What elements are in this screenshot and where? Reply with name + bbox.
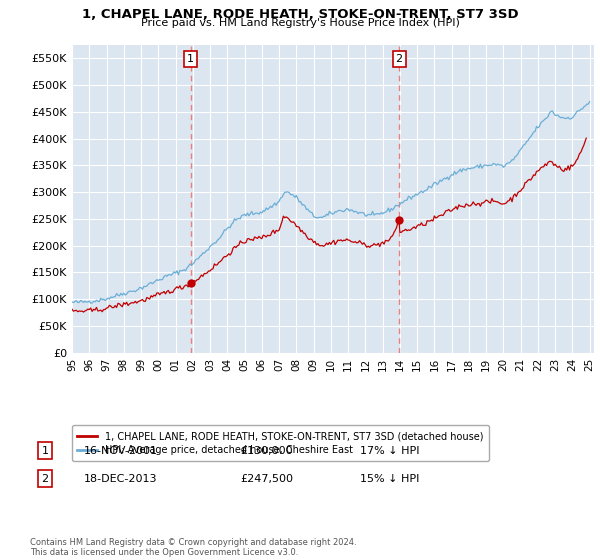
Text: 16-NOV-2001: 16-NOV-2001 [84,446,158,456]
Text: 17% ↓ HPI: 17% ↓ HPI [360,446,419,456]
Text: 2: 2 [41,474,49,484]
Text: 1, CHAPEL LANE, RODE HEATH, STOKE-ON-TRENT, ST7 3SD: 1, CHAPEL LANE, RODE HEATH, STOKE-ON-TRE… [82,8,518,21]
Text: £130,000: £130,000 [240,446,293,456]
Text: 2: 2 [395,54,403,64]
Legend: 1, CHAPEL LANE, RODE HEATH, STOKE-ON-TRENT, ST7 3SD (detached house), HPI: Avera: 1, CHAPEL LANE, RODE HEATH, STOKE-ON-TRE… [71,426,489,461]
Text: 1: 1 [41,446,49,456]
Text: Contains HM Land Registry data © Crown copyright and database right 2024.
This d: Contains HM Land Registry data © Crown c… [30,538,356,557]
Text: 1: 1 [187,54,194,64]
Text: Price paid vs. HM Land Registry's House Price Index (HPI): Price paid vs. HM Land Registry's House … [140,18,460,29]
Text: 15% ↓ HPI: 15% ↓ HPI [360,474,419,484]
Text: 18-DEC-2013: 18-DEC-2013 [84,474,157,484]
Text: £247,500: £247,500 [240,474,293,484]
